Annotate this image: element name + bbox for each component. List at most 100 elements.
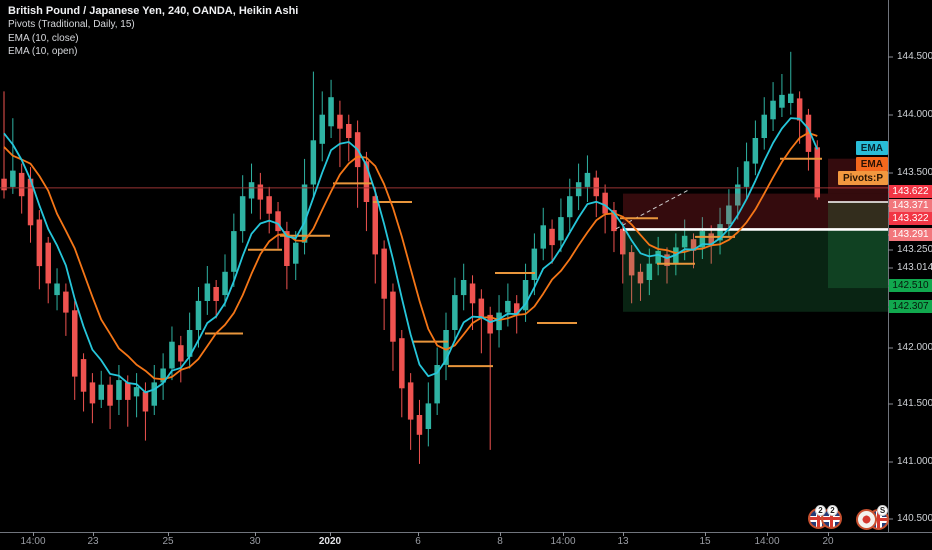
candle-body xyxy=(602,192,608,214)
candle-body xyxy=(363,161,370,202)
price-tick-label: 144.500 xyxy=(897,51,932,62)
indicator-ema-open[interactable]: EMA (10, open) xyxy=(8,46,78,57)
candle-body xyxy=(460,280,467,296)
candle-body xyxy=(36,219,43,267)
candle-body xyxy=(443,330,449,365)
time-tick-label: 15 xyxy=(699,536,711,547)
symbol-pair-icon-group-1[interactable]: 2 2 xyxy=(808,505,848,531)
time-tick-label: 2020 xyxy=(318,536,342,547)
candle-body xyxy=(593,177,599,197)
candle-body xyxy=(726,205,732,225)
candle-body xyxy=(63,291,69,313)
candle-body xyxy=(531,248,538,280)
candle-body xyxy=(319,114,325,144)
japan-flag-icon xyxy=(856,509,877,530)
candle-body xyxy=(1,178,7,191)
candle-body xyxy=(681,235,688,248)
candle-body xyxy=(628,252,635,276)
indicator-ema-close[interactable]: EMA (10, close) xyxy=(8,32,79,44)
candle-body xyxy=(239,196,246,232)
ema-open-line xyxy=(3,131,818,381)
candle-body xyxy=(620,228,626,255)
price-level-badge: 143.322 xyxy=(889,212,932,225)
price-level-badge: 143.371 xyxy=(889,199,932,212)
price-tick-label: 144.000 xyxy=(897,109,932,120)
candle-body xyxy=(284,231,290,266)
indicator-pivots[interactable]: Pivots (Traditional, Daily, 15) xyxy=(8,19,135,30)
candle-body xyxy=(478,298,485,319)
price-level-badge: 143.622 xyxy=(889,185,932,198)
candle-body xyxy=(452,295,458,330)
candle-body xyxy=(390,291,396,342)
symbol-title[interactable]: British Pound / Japanese Yen, 240, OANDA… xyxy=(8,5,299,17)
time-tick-label: 14:00 xyxy=(754,536,780,547)
candle-body xyxy=(637,271,644,284)
candle-body xyxy=(770,100,776,120)
candle-body xyxy=(133,387,140,397)
candle-body xyxy=(522,280,529,311)
candle-body xyxy=(169,341,175,369)
candle-body xyxy=(425,403,432,429)
candle-body xyxy=(549,228,555,246)
candle-body xyxy=(45,242,51,284)
candle-body xyxy=(788,93,794,103)
candle-body xyxy=(54,283,60,296)
candle-body xyxy=(301,184,308,243)
candle-body xyxy=(186,330,193,357)
candle-body xyxy=(469,283,476,304)
time-tick-label: 23 xyxy=(87,536,99,547)
candle-body xyxy=(796,98,803,121)
price-tick-label: 141.500 xyxy=(897,398,932,409)
candle-body xyxy=(151,382,157,406)
indicator-value-badge: EMA xyxy=(855,157,888,171)
chart-legend: British Pound / Japanese Yen, 240, OANDA… xyxy=(8,4,298,59)
candle-body xyxy=(178,345,184,362)
time-tick-label: 6 xyxy=(415,536,421,547)
candle-body xyxy=(346,124,352,138)
candle-body xyxy=(27,178,34,226)
candle-body xyxy=(381,248,387,299)
candle-body xyxy=(89,382,96,404)
time-tick-label: 25 xyxy=(162,536,174,547)
candle-body xyxy=(275,211,281,232)
candle-body xyxy=(72,310,78,377)
profit-zone[interactable] xyxy=(623,229,888,312)
candle-body xyxy=(80,359,87,392)
candle-body xyxy=(337,114,343,129)
time-tick-label: 20 xyxy=(822,536,834,547)
candle-body xyxy=(664,254,670,266)
candle-body xyxy=(204,283,211,301)
candle-body xyxy=(116,380,122,400)
price-tick-label: 143.014 xyxy=(897,262,932,273)
price-tick-label: 143.250 xyxy=(897,244,932,255)
count-badge: 2 xyxy=(827,505,838,516)
candle-body xyxy=(142,391,149,412)
candle-body xyxy=(699,231,706,248)
symbol-pair-icon-group-2[interactable]: S xyxy=(856,505,896,531)
time-tick-label: 14:00 xyxy=(20,536,46,547)
price-level-badge: 142.307 xyxy=(889,300,932,313)
candle-body xyxy=(407,382,414,420)
candle-body xyxy=(487,314,493,334)
candle-body xyxy=(98,384,104,400)
price-tick-label: 140.500 xyxy=(897,513,932,524)
profit-zone[interactable] xyxy=(828,202,888,289)
risk-zone[interactable] xyxy=(623,193,888,230)
candle-body xyxy=(655,250,661,264)
candle-body xyxy=(328,97,334,127)
candle-body xyxy=(708,233,714,245)
price-level-badge: 143.291 xyxy=(889,228,932,241)
candle-body xyxy=(107,384,113,406)
candle-body xyxy=(779,94,785,108)
time-tick-label: 30 xyxy=(249,536,261,547)
candle-body xyxy=(222,271,228,296)
price-tick-label: 141.000 xyxy=(897,456,932,467)
candle-body xyxy=(231,231,237,272)
candle-body xyxy=(257,184,264,200)
candle-body xyxy=(584,172,591,187)
candle-body xyxy=(717,224,723,241)
indicator-value-badge: Pivots:P xyxy=(837,171,888,185)
candle-body xyxy=(752,138,759,164)
